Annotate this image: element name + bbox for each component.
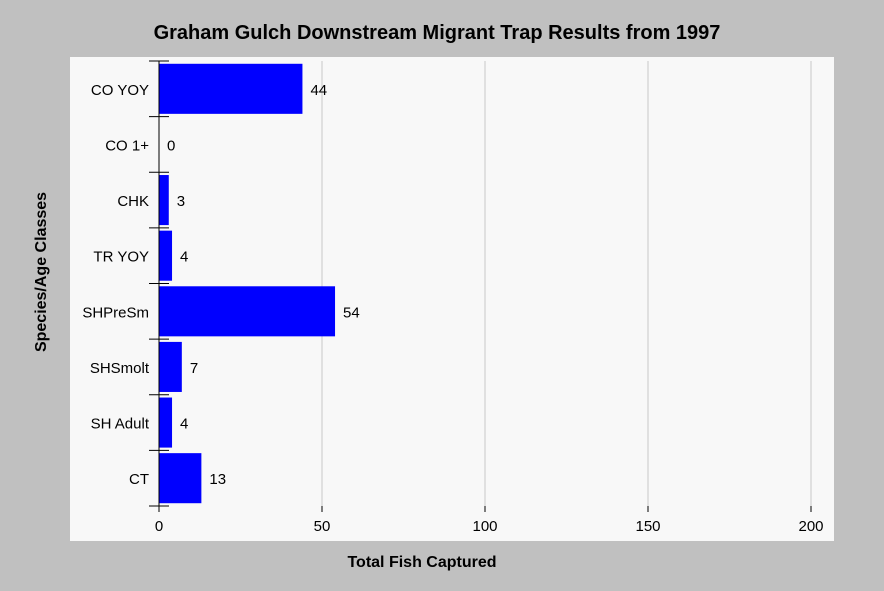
x-axis: 0 50 100 150 200 — [155, 506, 824, 535]
y-tick-label: SHPreSm — [82, 304, 149, 321]
y-axis: CO YOY CO 1+ CHK TR YOY SHPreSm SHSmolt SH Adu… — [82, 60, 169, 507]
y-tick-label: TR YOY — [93, 249, 149, 266]
data-label: 44 — [310, 82, 327, 99]
x-tick-label: 100 — [472, 518, 497, 535]
data-label: 3 — [177, 193, 185, 210]
bar — [159, 286, 336, 337]
bar — [159, 453, 202, 504]
data-label: 4 — [180, 249, 188, 266]
bar — [159, 63, 303, 114]
y-tick-label: CO YOY — [91, 82, 149, 99]
data-label: 13 — [209, 471, 226, 488]
y-tick-label: CO 1+ — [105, 137, 149, 154]
bar — [159, 175, 169, 226]
x-tick-label: 50 — [314, 518, 331, 535]
x-tick-label: 0 — [155, 518, 163, 535]
y-tick-label: CHK — [117, 193, 149, 210]
chart-title: Graham Gulch Downstream Migrant Trap Res… — [154, 22, 721, 44]
data-label: 54 — [343, 304, 360, 321]
x-tick-label: 200 — [798, 518, 823, 535]
y-tick-label: CT — [129, 471, 149, 488]
data-label: 0 — [167, 137, 175, 154]
bar — [159, 341, 182, 392]
bars — [159, 63, 336, 504]
bar — [159, 397, 173, 448]
y-tick-label: SHSmolt — [90, 360, 150, 377]
x-axis-title: Total Fish Captured — [347, 554, 496, 571]
x-tick-label: 150 — [635, 518, 660, 535]
y-axis-title: Species/Age Classes — [33, 192, 50, 352]
data-labels: 44 0 3 4 54 7 4 13 — [167, 82, 360, 488]
data-label: 7 — [190, 360, 198, 377]
bar — [159, 230, 173, 281]
grid-lines — [321, 61, 812, 506]
y-tick-label: SH Adult — [91, 416, 150, 433]
data-label: 4 — [180, 416, 188, 433]
